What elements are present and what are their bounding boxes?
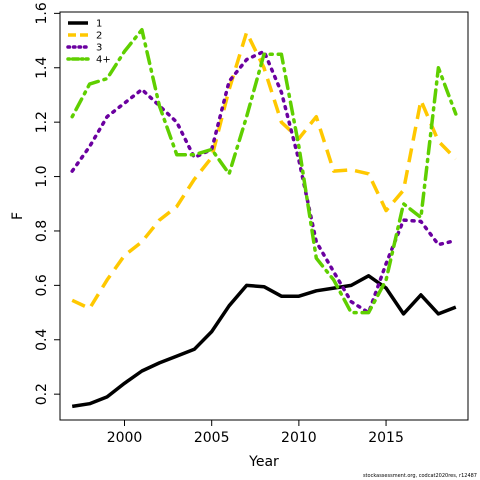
x-axis-title: Year xyxy=(248,454,279,470)
source-caption: stockassessment.org, codcat2020res, r124… xyxy=(363,473,477,479)
y-tick-label: 0.2 xyxy=(34,383,50,405)
y-tick-label: 1.4 xyxy=(34,57,50,79)
y-tick-label: 0.4 xyxy=(34,329,50,351)
legend-label: 2 xyxy=(96,31,102,42)
x-tick-label: 2005 xyxy=(194,430,230,446)
legend-label: 3 xyxy=(96,43,102,54)
x-axis: 2000 2005 2010 2015 xyxy=(107,420,404,446)
y-tick-label: 0.8 xyxy=(34,220,50,242)
y-tick-label: 0.6 xyxy=(34,274,50,296)
x-tick-label: 2015 xyxy=(368,430,404,446)
x-tick-label: 2000 xyxy=(107,430,143,446)
series-line-3 xyxy=(70,49,458,315)
y-axis: 0.2 0.4 0.6 0.8 1.0 1.2 1.4 1.6 xyxy=(34,2,60,405)
series-line-2 xyxy=(71,30,458,311)
x-tick-label: 2010 xyxy=(281,430,317,446)
y-tick-label: 1.2 xyxy=(34,111,50,133)
series-line-1 xyxy=(71,274,457,409)
plot-frame xyxy=(59,11,469,421)
y-tick-label: 1.0 xyxy=(34,165,50,187)
y-tick-label: 1.6 xyxy=(34,2,50,24)
y-axis-title: F xyxy=(10,212,26,220)
series-line-4plus xyxy=(70,27,458,315)
legend-label: 1 xyxy=(96,19,102,30)
legend-label: 4+ xyxy=(96,55,111,66)
series-lines xyxy=(70,27,458,409)
